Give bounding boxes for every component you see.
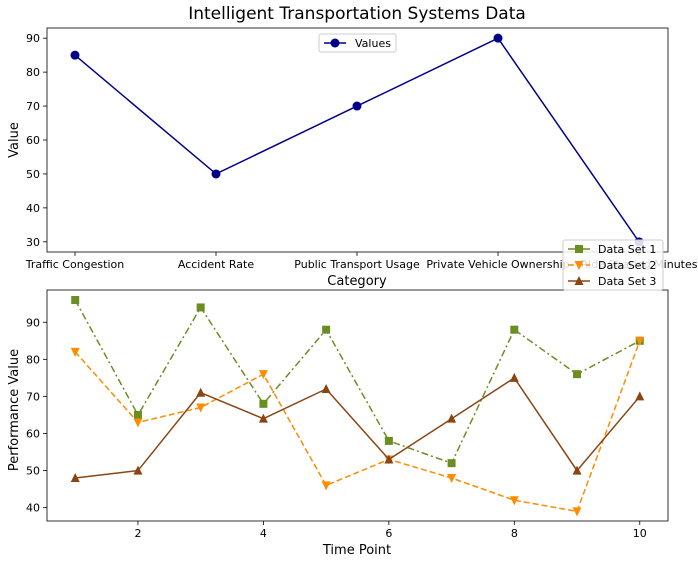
data-point-bottom-2-0	[70, 472, 80, 482]
data-point-bottom-0-3	[259, 399, 268, 408]
data-point-bottom-2-9	[635, 391, 645, 401]
legend-box-bottom	[562, 239, 664, 291]
data-point-bottom-0-7	[510, 325, 519, 334]
x-axis-label-bottom: Time Point	[322, 543, 391, 558]
legend-label-bottom-0: Data Set 1	[598, 243, 656, 256]
series-line-bottom-0	[74, 299, 641, 465]
series-line-top-0	[74, 37, 640, 243]
data-point-top-0-1	[211, 169, 221, 179]
data-point-bottom-1-8	[572, 507, 582, 517]
data-point-top-0-0	[70, 50, 80, 60]
data-point-bottom-2-3	[258, 413, 268, 423]
data-point-bottom-1-1	[133, 418, 143, 428]
x-tick-label-bottom-2: 6	[385, 527, 392, 540]
x-tick-label-bottom-3: 8	[511, 527, 518, 540]
data-point-bottom-0-8	[573, 370, 582, 379]
data-point-bottom-2-2	[196, 387, 206, 397]
y-tick-label-top-5: 80	[26, 66, 40, 79]
data-point-bottom-1-9	[635, 336, 645, 346]
legend-label-top-0: Values	[355, 37, 391, 50]
y-tick-label-bottom-4: 80	[26, 353, 40, 366]
y-tick-label-top-4: 70	[26, 100, 40, 113]
y-tick-label-bottom-3: 70	[26, 390, 40, 403]
data-point-bottom-0-6	[447, 459, 456, 468]
x-tick-label-bottom-1: 4	[260, 527, 267, 540]
y-tick-label-top-3: 60	[26, 134, 40, 147]
legend-label-bottom-1: Data Set 2	[598, 259, 656, 272]
x-tick-label-top-0: Traffic Congestion	[25, 258, 125, 271]
legend-marker-bottom-2	[574, 276, 584, 285]
page-title: Intelligent Transportation Systems Data	[188, 4, 526, 24]
data-point-bottom-0-0	[71, 296, 80, 305]
legend-marker-bottom-1	[574, 261, 584, 270]
y-tick-label-top-1: 40	[26, 202, 40, 215]
y-tick-label-bottom-1: 50	[26, 465, 40, 478]
legend-label-bottom-2: Data Set 3	[598, 275, 656, 288]
y-tick-label-top-6: 90	[26, 32, 40, 45]
data-point-bottom-2-6	[447, 413, 457, 423]
legend-marker-top-0	[330, 38, 340, 48]
data-point-top-0-2	[352, 101, 362, 111]
plot-frame-top	[46, 27, 669, 253]
x-tick-label-top-3: Private Vehicle Ownership	[426, 258, 569, 271]
y-tick-label-top-2: 50	[26, 168, 40, 181]
data-point-bottom-0-1	[133, 410, 142, 419]
y-tick-label-bottom-0: 40	[26, 502, 40, 515]
series-line-bottom-2	[75, 376, 641, 479]
x-tick-label-bottom-4: 10	[633, 527, 647, 540]
series-line-bottom-1	[74, 340, 641, 513]
data-point-bottom-1-6	[447, 473, 457, 483]
data-point-bottom-1-4	[321, 481, 331, 491]
y-tick-label-top-0: 30	[26, 236, 40, 249]
x-axis-label-top: Category	[327, 274, 387, 289]
y-tick-label-bottom-2: 60	[26, 427, 40, 440]
y-axis-label-bottom: Performance Value	[7, 349, 22, 471]
legend-box-top	[318, 33, 397, 53]
data-point-bottom-1-7	[509, 496, 519, 506]
y-tick-label-bottom-5: 90	[26, 316, 40, 329]
data-point-bottom-1-2	[196, 403, 206, 413]
data-point-bottom-2-5	[384, 454, 394, 464]
data-point-bottom-0-4	[322, 325, 331, 334]
plot-frame-bottom	[46, 289, 669, 522]
x-tick-label-bottom-0: 2	[134, 527, 141, 540]
data-point-bottom-1-0	[70, 347, 80, 357]
data-point-bottom-2-4	[321, 384, 331, 393]
data-point-bottom-2-1	[133, 465, 143, 475]
x-tick-label-top-1: Accident Rate	[178, 258, 254, 271]
data-point-bottom-2-7	[509, 372, 519, 382]
y-axis-label-top: Value	[7, 122, 22, 158]
legend-marker-bottom-0	[575, 245, 583, 253]
data-point-top-0-3	[493, 33, 503, 43]
data-point-bottom-0-2	[196, 303, 205, 312]
data-point-bottom-1-3	[258, 370, 268, 380]
data-point-bottom-0-5	[384, 436, 393, 445]
data-point-bottom-2-8	[572, 465, 582, 475]
x-tick-label-top-2: Public Transport Usage	[294, 258, 420, 271]
